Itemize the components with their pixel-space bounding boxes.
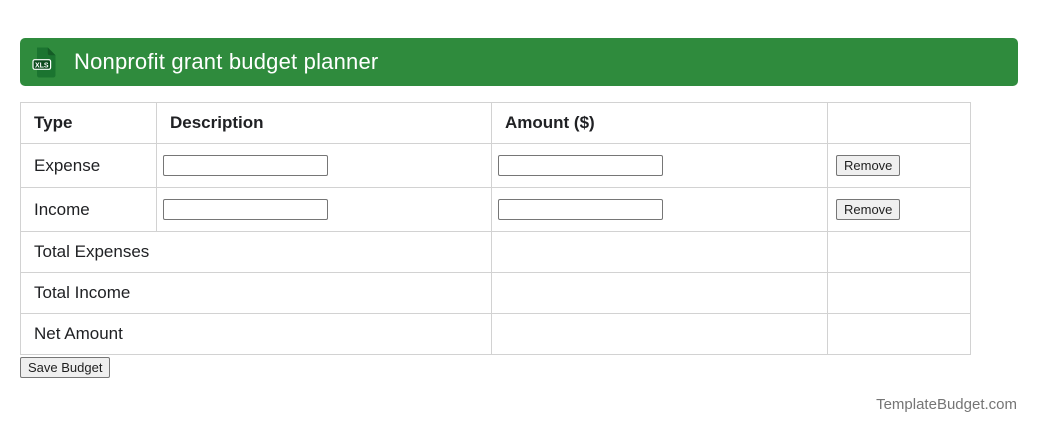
page-title: Nonprofit grant budget planner [74, 49, 379, 74]
income-description-input[interactable] [163, 199, 328, 220]
budget-row-income: Income Remove [20, 187, 971, 232]
xls-file-icon: XLS [32, 47, 56, 77]
empty-cell [827, 272, 971, 314]
summary-row-total-expenses: Total Expenses [20, 231, 971, 273]
footer-brand: TemplateBudget.com [876, 396, 1017, 413]
total-income-label: Total Income [20, 272, 492, 314]
column-header-type: Type [20, 102, 157, 144]
column-header-actions [827, 102, 971, 144]
total-income-value [491, 272, 828, 314]
table-header-row: Type Description Amount ($) [20, 102, 971, 144]
column-header-description: Description [156, 102, 492, 144]
net-amount-value [491, 313, 828, 355]
summary-row-net-amount: Net Amount [20, 313, 971, 355]
header-bar: XLS Nonprofit grant budget planner [20, 38, 1018, 86]
summary-row-total-income: Total Income [20, 272, 971, 314]
page: XLS Nonprofit grant budget planner Type … [20, 38, 1022, 413]
budget-table: Type Description Amount ($) Expense Remo… [20, 102, 971, 355]
empty-cell [827, 231, 971, 273]
income-amount-input[interactable] [498, 199, 663, 220]
budget-row-expense: Expense Remove [20, 143, 971, 188]
total-expenses-label: Total Expenses [20, 231, 492, 273]
total-expenses-value [491, 231, 828, 273]
xls-badge-shape [32, 58, 52, 70]
file-fold-shape [47, 47, 56, 55]
income-remove-button[interactable]: Remove [836, 199, 901, 220]
expense-remove-button[interactable]: Remove [836, 155, 901, 176]
expense-amount-input[interactable] [498, 155, 663, 176]
row-type-label: Income [20, 187, 157, 232]
net-amount-label: Net Amount [20, 313, 492, 355]
column-header-amount: Amount ($) [491, 102, 828, 144]
save-budget-button[interactable]: Save Budget [20, 357, 111, 378]
empty-cell [827, 313, 971, 355]
expense-description-input[interactable] [163, 155, 328, 176]
xls-badge-label: XLS [35, 62, 49, 69]
row-type-label: Expense [20, 143, 157, 188]
